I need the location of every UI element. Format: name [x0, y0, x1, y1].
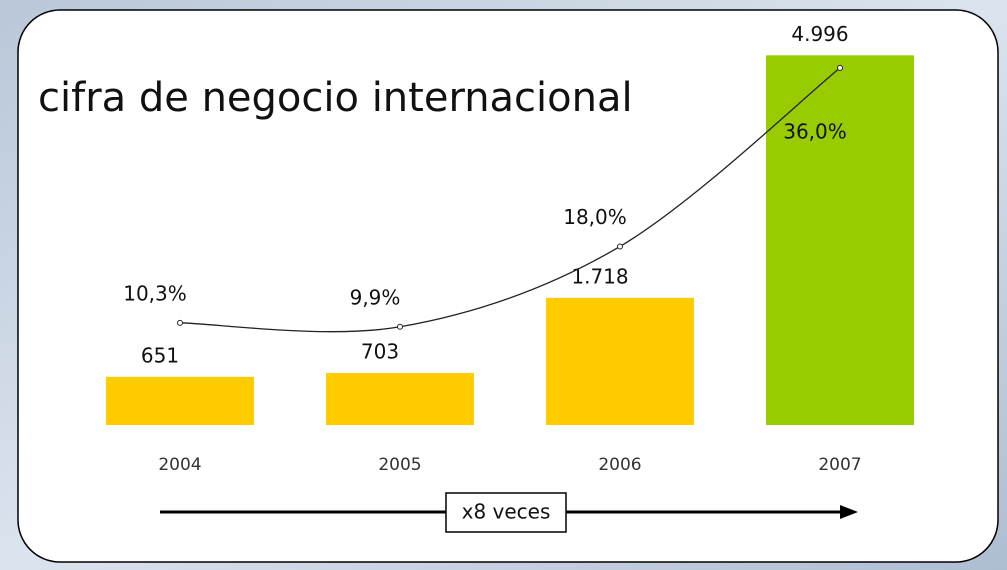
line-value-label: 18,0%: [563, 205, 627, 229]
arrow-head: [840, 505, 858, 519]
x-tick-label: 2007: [818, 455, 861, 475]
chart-title: cifra de negocio internacional: [38, 75, 633, 121]
bar: [546, 297, 694, 425]
bar-value-label: 703: [361, 339, 399, 363]
bar-value-label: 651: [141, 343, 179, 367]
line-point: [837, 64, 843, 71]
line-value-label: 36,0%: [783, 119, 847, 143]
x-tick-label: 2006: [598, 455, 641, 475]
line-value-label: 10,3%: [123, 281, 187, 305]
annotation: x8 veces: [462, 500, 551, 524]
line-point: [397, 323, 403, 330]
annotation-box: [445, 492, 567, 533]
x-tick-label: 2005: [378, 455, 421, 475]
bar-value-label: 4.996: [791, 22, 848, 46]
bar: [106, 376, 254, 425]
line-point: [177, 319, 183, 326]
panel: [17, 9, 999, 563]
x-tick-label: 2004: [158, 455, 201, 475]
line-value-label: 9,9%: [350, 285, 401, 309]
bar: [326, 372, 474, 425]
bar: [766, 55, 914, 426]
line: [179, 67, 841, 333]
line-point: [617, 243, 623, 250]
